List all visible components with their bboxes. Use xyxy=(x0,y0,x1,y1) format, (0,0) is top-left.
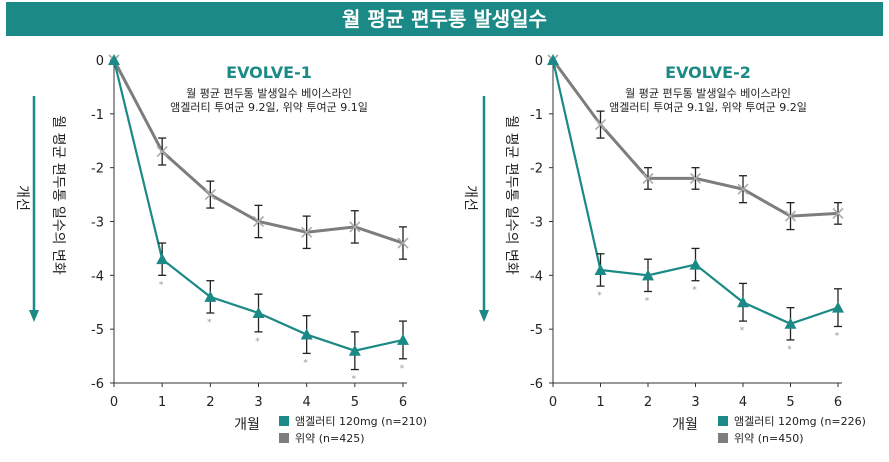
data-point-triangle xyxy=(204,290,217,302)
data-point-x xyxy=(301,226,313,238)
significance-mark: * xyxy=(597,291,602,301)
x-tick-label: 5 xyxy=(351,395,359,410)
y-axis-title: 월 평균 편두통 일수의 변화 xyxy=(503,115,519,275)
chart-subtitle-line: 앰겔러티 투여군 9.1일, 위약 투여군 9.2일 xyxy=(609,100,807,114)
x-tick-label: 6 xyxy=(399,395,407,410)
data-point-triangle xyxy=(348,344,361,356)
significance-mark: * xyxy=(303,358,308,368)
y-tick-label: -5 xyxy=(530,323,543,338)
data-point-x xyxy=(397,237,409,249)
data-point-x xyxy=(349,221,361,233)
x-tick-label: 5 xyxy=(786,395,794,410)
page-title-banner: 월 평균 편두통 발생일수 xyxy=(6,2,883,36)
data-point-x xyxy=(737,183,749,195)
direction-label: 개선 xyxy=(462,185,478,211)
data-point-triangle xyxy=(397,333,409,345)
y-tick-label: -2 xyxy=(91,162,104,177)
chart-2: 0 -1 -2 -3 -4 -5 -6 0 1 2 3 4 5 6 개월 개선 월 평균 편두통 일수의 변화 E… xyxy=(462,54,866,445)
significance-mark: * xyxy=(352,375,357,385)
chart-title: EVOLVE-2 xyxy=(665,63,751,82)
data-point-triangle xyxy=(547,54,559,65)
significance-mark: * xyxy=(645,296,650,306)
chart-subtitle-line: 월 평균 편두통 발생일수 베이스라인 xyxy=(625,86,791,100)
data-point-triangle xyxy=(300,328,313,340)
y-tick-label: -4 xyxy=(91,269,104,284)
x-tick-label: 1 xyxy=(158,395,166,410)
legend-swatch xyxy=(718,433,728,443)
arrow-head-icon xyxy=(479,310,489,322)
legend-label: 위약 (n=450) xyxy=(734,431,804,445)
x-tick-label: 0 xyxy=(549,395,557,410)
chart-1: 0 -1 -2 -3 -4 -5 -6 0 1 2 3 4 5 6 개월 개선 월 평균 편두통 일수의 변화 E… xyxy=(14,54,427,445)
y-tick-label: -6 xyxy=(91,377,104,392)
significance-mark: * xyxy=(400,364,405,374)
y-tick-label: 0 xyxy=(96,54,104,69)
x-tick-label: 0 xyxy=(110,395,118,410)
series-line xyxy=(551,59,839,218)
x-tick-label: 3 xyxy=(691,395,699,410)
significance-mark: * xyxy=(159,280,164,290)
y-tick-label: -3 xyxy=(530,216,543,231)
data-point-x xyxy=(784,210,797,222)
x-tick-label: 4 xyxy=(303,395,311,410)
significance-mark: * xyxy=(787,345,792,355)
y-tick-label: -5 xyxy=(91,323,104,338)
data-point-triangle xyxy=(689,258,702,270)
chart-subtitle-line: 월 평균 편두통 발생일수 베이스라인 xyxy=(186,86,352,100)
data-point-triangle xyxy=(642,269,654,281)
data-point-triangle xyxy=(252,307,265,319)
y-axis-title: 월 평균 편두통 일수의 변화 xyxy=(50,115,66,275)
x-tick-label: 2 xyxy=(644,395,652,410)
significance-mark: * xyxy=(207,318,212,328)
data-point-x xyxy=(642,172,654,184)
chart-title: EVOLVE-1 xyxy=(226,63,312,82)
significance-mark: * xyxy=(255,337,260,347)
legend-label: 앰겔러티 120mg (n=226) xyxy=(734,415,866,428)
legend-label: 앰겔러티 120mg (n=210) xyxy=(295,415,427,428)
significance-mark: * xyxy=(740,326,745,336)
data-point-x xyxy=(156,145,168,158)
data-point-triangle xyxy=(594,263,607,275)
data-point-x xyxy=(204,189,216,201)
direction-label: 개선 xyxy=(14,185,30,211)
data-point-triangle xyxy=(832,301,844,313)
x-tick-label: 4 xyxy=(739,395,747,410)
y-tick-label: -6 xyxy=(530,377,543,392)
y-tick-label: 0 xyxy=(535,54,543,69)
data-point-triangle xyxy=(784,317,797,329)
data-point-x xyxy=(594,119,607,131)
x-tick-label: 1 xyxy=(596,395,604,410)
x-tick-label: 3 xyxy=(254,395,262,410)
legend-swatch xyxy=(279,416,289,426)
y-tick-label: -2 xyxy=(530,162,543,177)
arrow-head-icon xyxy=(29,310,39,322)
y-tick-label: -1 xyxy=(91,108,104,123)
x-axis-title: 개월 xyxy=(672,417,698,433)
significance-mark: * xyxy=(692,286,697,296)
y-tick-label: -4 xyxy=(530,269,543,284)
y-tick-label: -1 xyxy=(530,108,543,123)
data-point-triangle xyxy=(737,296,749,308)
x-axis-title: 개월 xyxy=(234,417,260,433)
data-point-x xyxy=(689,172,702,184)
data-point-triangle xyxy=(156,253,169,265)
significance-mark: * xyxy=(835,331,840,341)
data-point-triangle xyxy=(108,54,120,65)
data-point-x xyxy=(832,207,844,219)
chart-subtitle-line: 앰겔러티 투여군 9.2일, 위약 투여군 9.1일 xyxy=(170,100,368,114)
y-tick-label: -3 xyxy=(91,216,104,231)
data-point-x xyxy=(252,215,265,228)
legend-swatch xyxy=(279,433,289,443)
legend-label: 위약 (n=425) xyxy=(295,431,365,445)
legend-swatch xyxy=(718,416,728,426)
x-tick-label: 2 xyxy=(206,395,214,410)
x-tick-label: 6 xyxy=(834,395,842,410)
